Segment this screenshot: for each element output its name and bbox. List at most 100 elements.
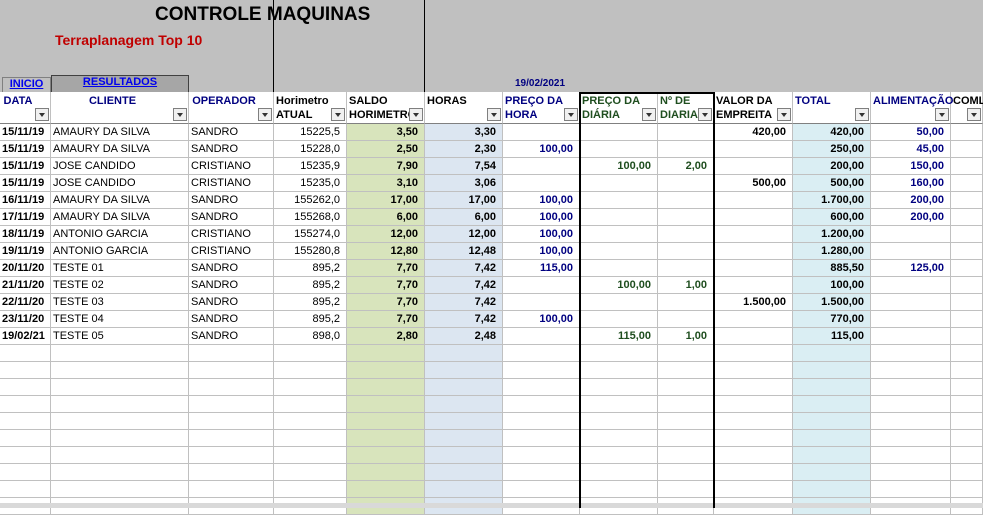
cell-horimetro[interactable]: 895,2 xyxy=(274,260,347,277)
cell-total[interactable] xyxy=(793,430,871,447)
cell-preco_diaria[interactable] xyxy=(580,430,658,447)
cell-total[interactable] xyxy=(793,379,871,396)
cell-coml[interactable] xyxy=(951,175,983,192)
cell-cliente[interactable] xyxy=(51,430,189,447)
filter-dropdown-icon[interactable] xyxy=(35,108,49,121)
cell-horas[interactable]: 12,00 xyxy=(425,226,503,243)
cell-total[interactable] xyxy=(793,396,871,413)
cell-saldo[interactable]: 7,70 xyxy=(347,277,425,294)
cell-total[interactable] xyxy=(793,362,871,379)
cell-alimentacao[interactable]: 160,00 xyxy=(871,175,951,192)
cell-preco_diaria[interactable]: 115,00 xyxy=(580,328,658,345)
cell-preco_hora[interactable] xyxy=(503,413,580,430)
cell-preco_diaria[interactable] xyxy=(580,141,658,158)
cell-data[interactable]: 15/11/19 xyxy=(0,158,51,175)
cell-horimetro[interactable] xyxy=(274,379,347,396)
cell-n_diaria[interactable] xyxy=(658,260,714,277)
cell-alimentacao[interactable] xyxy=(871,447,951,464)
cell-horas[interactable]: 2,48 xyxy=(425,328,503,345)
cell-total[interactable]: 115,00 xyxy=(793,328,871,345)
cell-cliente[interactable] xyxy=(51,447,189,464)
cell-saldo[interactable] xyxy=(347,447,425,464)
resultados-link-label[interactable]: RESULTADOS xyxy=(82,76,158,88)
cell-preco_hora[interactable] xyxy=(503,345,580,362)
cell-cliente[interactable]: AMAURY DA SILVA xyxy=(51,124,189,141)
cell-preco_hora[interactable]: 100,00 xyxy=(503,311,580,328)
cell-preco_hora[interactable] xyxy=(503,396,580,413)
cell-coml[interactable] xyxy=(951,328,983,345)
cell-cliente[interactable]: JOSE CANDIDO xyxy=(51,158,189,175)
inicio-link[interactable]: INICIO xyxy=(2,77,51,93)
cell-saldo[interactable]: 6,00 xyxy=(347,209,425,226)
cell-n_diaria[interactable] xyxy=(658,294,714,311)
cell-data[interactable]: 19/11/19 xyxy=(0,243,51,260)
cell-empreita[interactable]: 500,00 xyxy=(714,175,793,192)
cell-preco_diaria[interactable] xyxy=(580,447,658,464)
cell-total[interactable]: 500,00 xyxy=(793,175,871,192)
cell-operador[interactable] xyxy=(189,396,274,413)
cell-data[interactable] xyxy=(0,430,51,447)
cell-data[interactable]: 20/11/20 xyxy=(0,260,51,277)
cell-empreita[interactable]: 1.500,00 xyxy=(714,294,793,311)
cell-empreita[interactable] xyxy=(714,141,793,158)
cell-empreita[interactable] xyxy=(714,379,793,396)
cell-preco_hora[interactable] xyxy=(503,124,580,141)
cell-operador[interactable]: CRISTIANO xyxy=(189,243,274,260)
cell-data[interactable]: 21/11/20 xyxy=(0,277,51,294)
cell-horas[interactable] xyxy=(425,413,503,430)
cell-preco_hora[interactable]: 115,00 xyxy=(503,260,580,277)
filter-dropdown-icon[interactable] xyxy=(409,108,423,121)
cell-preco_hora[interactable] xyxy=(503,464,580,481)
cell-n_diaria[interactable] xyxy=(658,175,714,192)
cell-n_diaria[interactable] xyxy=(658,413,714,430)
cell-empreita[interactable] xyxy=(714,260,793,277)
cell-total[interactable] xyxy=(793,345,871,362)
cell-horas[interactable]: 3,30 xyxy=(425,124,503,141)
cell-preco_hora[interactable] xyxy=(503,481,580,498)
cell-horimetro[interactable] xyxy=(274,447,347,464)
cell-horimetro[interactable] xyxy=(274,413,347,430)
cell-n_diaria[interactable] xyxy=(658,379,714,396)
cell-cliente[interactable] xyxy=(51,413,189,430)
cell-horimetro[interactable]: 895,2 xyxy=(274,277,347,294)
cell-cliente[interactable]: TESTE 04 xyxy=(51,311,189,328)
cell-coml[interactable] xyxy=(951,362,983,379)
cell-saldo[interactable]: 7,70 xyxy=(347,294,425,311)
cell-operador[interactable] xyxy=(189,345,274,362)
filter-dropdown-icon[interactable] xyxy=(258,108,272,121)
cell-alimentacao[interactable] xyxy=(871,277,951,294)
cell-saldo[interactable]: 17,00 xyxy=(347,192,425,209)
cell-horimetro[interactable] xyxy=(274,396,347,413)
cell-n_diaria[interactable] xyxy=(658,226,714,243)
filter-dropdown-icon[interactable] xyxy=(331,108,345,121)
cell-preco_hora[interactable] xyxy=(503,379,580,396)
filter-dropdown-icon[interactable] xyxy=(698,108,712,121)
cell-n_diaria[interactable]: 1,00 xyxy=(658,277,714,294)
filter-dropdown-icon[interactable] xyxy=(487,108,501,121)
cell-total[interactable] xyxy=(793,464,871,481)
cell-n_diaria[interactable] xyxy=(658,141,714,158)
cell-total[interactable]: 1.700,00 xyxy=(793,192,871,209)
cell-coml[interactable] xyxy=(951,277,983,294)
cell-empreita[interactable] xyxy=(714,209,793,226)
filter-dropdown-icon[interactable] xyxy=(967,108,981,121)
cell-empreita[interactable] xyxy=(714,345,793,362)
cell-coml[interactable] xyxy=(951,260,983,277)
cell-empreita[interactable] xyxy=(714,192,793,209)
cell-operador[interactable] xyxy=(189,413,274,430)
cell-preco_diaria[interactable] xyxy=(580,481,658,498)
cell-operador[interactable] xyxy=(189,447,274,464)
cell-data[interactable] xyxy=(0,362,51,379)
cell-preco_hora[interactable] xyxy=(503,294,580,311)
cell-data[interactable] xyxy=(0,481,51,498)
cell-preco_diaria[interactable] xyxy=(580,192,658,209)
cell-coml[interactable] xyxy=(951,447,983,464)
cell-preco_diaria[interactable] xyxy=(580,413,658,430)
cell-saldo[interactable] xyxy=(347,396,425,413)
cell-preco_hora[interactable] xyxy=(503,277,580,294)
cell-operador[interactable] xyxy=(189,464,274,481)
cell-n_diaria[interactable] xyxy=(658,464,714,481)
cell-saldo[interactable]: 3,50 xyxy=(347,124,425,141)
cell-coml[interactable] xyxy=(951,311,983,328)
cell-preco_hora[interactable] xyxy=(503,175,580,192)
